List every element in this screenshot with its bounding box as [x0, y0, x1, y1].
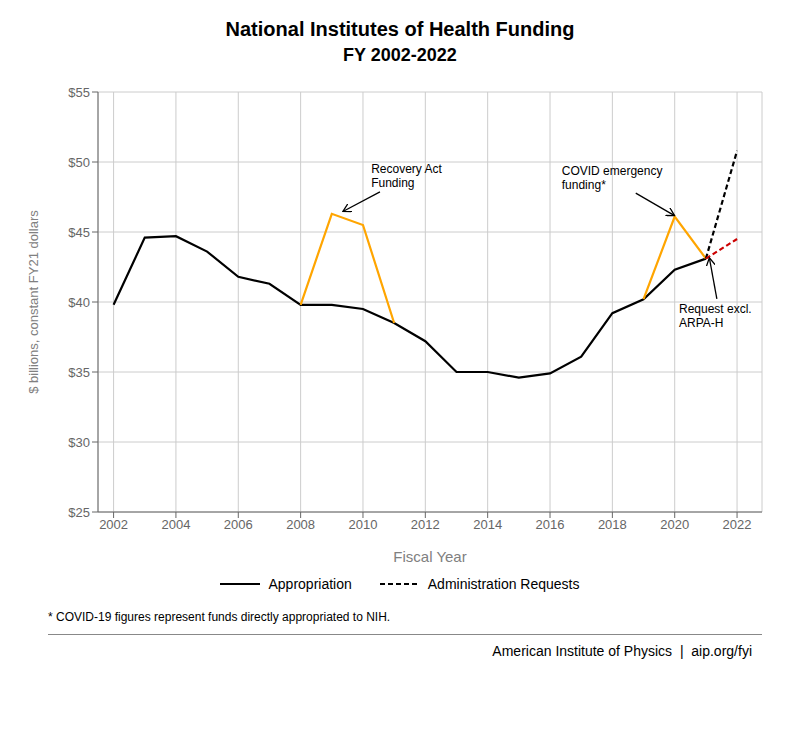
- svg-text:2016: 2016: [536, 517, 565, 532]
- svg-text:COVID emergencyfunding*: COVID emergencyfunding*: [562, 164, 663, 192]
- svg-text:Recovery ActFunding: Recovery ActFunding: [371, 162, 442, 190]
- html-text:Appropriation: Appropriation: [268, 576, 352, 592]
- svg-text:2014: 2014: [473, 517, 502, 532]
- svg-text:$45: $45: [68, 225, 90, 240]
- svg-text:$30: $30: [68, 435, 90, 450]
- svg-text:Request excl.ARPA-H: Request excl.ARPA-H: [679, 302, 752, 330]
- svg-text:2010: 2010: [349, 517, 378, 532]
- svg-text:2018: 2018: [598, 517, 627, 532]
- html-text:* COVID-19 figures represent f: * COVID-19 figures represent funds direc…: [48, 610, 391, 624]
- html-text:FY 2002-2022: FY 2002-2022: [343, 45, 457, 65]
- svg-text:$50: $50: [68, 155, 90, 170]
- svg-text:$25: $25: [68, 505, 90, 520]
- html-text:Administration Requests: Administration Requests: [427, 576, 580, 592]
- svg-text:2008: 2008: [286, 517, 315, 532]
- svg-text:$35: $35: [68, 365, 90, 380]
- html-text:American Institute of Physics: American Institute of Physics | aip.org/…: [492, 643, 752, 659]
- svg-text:$ billions, constant FY21 doll: $ billions, constant FY21 dollars: [26, 210, 41, 394]
- svg-text:2020: 2020: [660, 517, 689, 532]
- svg-text:2012: 2012: [411, 517, 440, 532]
- svg-text:2002: 2002: [99, 517, 128, 532]
- svg-text:Fiscal Year: Fiscal Year: [393, 548, 466, 565]
- svg-text:$55: $55: [68, 85, 90, 100]
- html-text:National Institutes of Health: National Institutes of Health Funding: [225, 18, 575, 40]
- svg-text:$40: $40: [68, 295, 90, 310]
- svg-text:2004: 2004: [161, 517, 190, 532]
- svg-text:2006: 2006: [224, 517, 253, 532]
- svg-text:2022: 2022: [723, 517, 752, 532]
